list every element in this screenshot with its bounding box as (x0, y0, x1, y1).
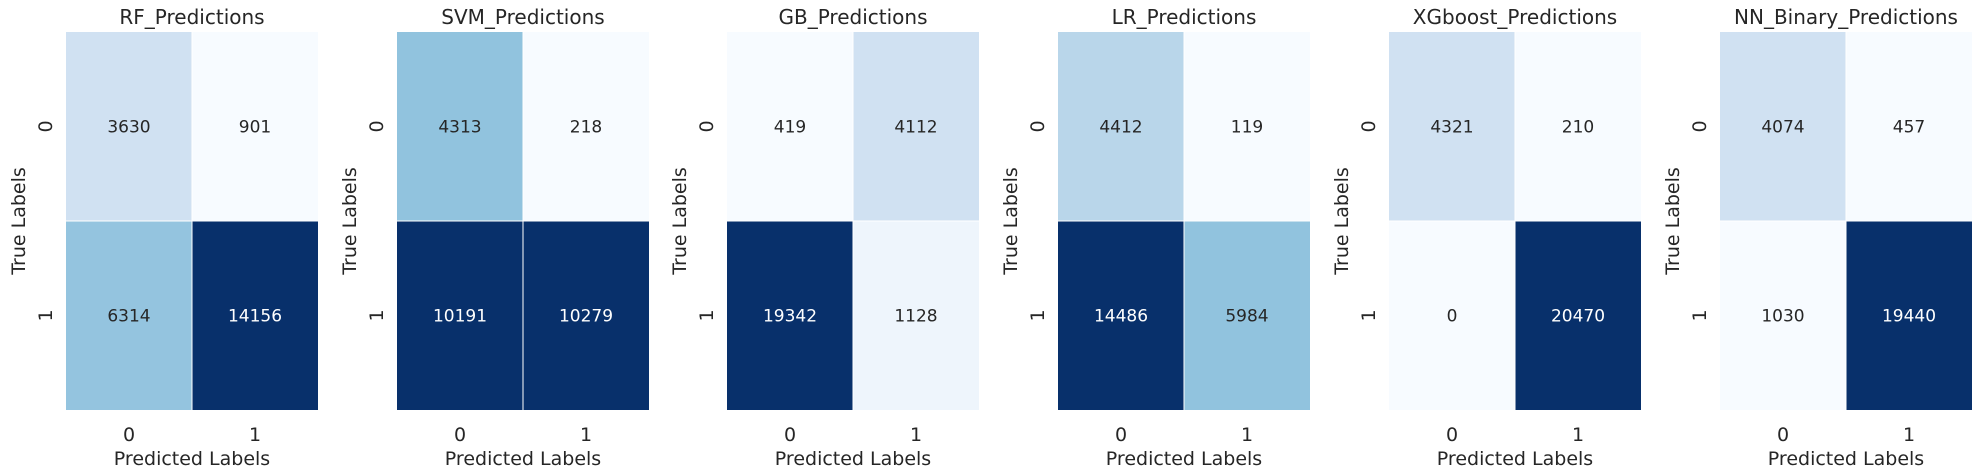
x-tick-label: 0 (784, 424, 796, 446)
x-tick-label: 0 (1446, 424, 1458, 446)
cell-value-label: 5984 (1225, 307, 1268, 327)
heatmap-cell (523, 221, 649, 410)
heatmap-cell (1184, 221, 1310, 410)
heatmap-cell (66, 32, 192, 221)
x-axis-label: Predicted Labels (445, 448, 601, 470)
cell-value-label: 119 (1231, 118, 1263, 138)
x-axis-label: Predicted Labels (775, 448, 931, 470)
y-axis-label: True Labels (1000, 167, 1022, 276)
cell-value-label: 14156 (228, 307, 282, 327)
heatmap-cell (1389, 221, 1515, 410)
x-tick-label: 0 (123, 424, 135, 446)
heatmap-cell (1515, 221, 1641, 410)
heatmap-cell (192, 32, 318, 221)
x-tick-label: 0 (1115, 424, 1127, 446)
cell-value-label: 10279 (559, 307, 613, 327)
cell-value-label: 3630 (107, 118, 150, 138)
heatmap-cell (727, 221, 853, 410)
chart-title: GB_Predictions (779, 5, 928, 29)
heatmap-cell (66, 221, 192, 410)
cell-value-label: 19342 (763, 307, 817, 327)
y-tick-label: 1 (1358, 309, 1380, 321)
chart-title: NN_Binary_Predictions (1734, 5, 1958, 29)
cell-value-label: 1030 (1761, 307, 1804, 327)
cell-value-label: 19440 (1882, 307, 1936, 327)
x-axis-label: Predicted Labels (1106, 448, 1262, 470)
y-tick-label: 1 (1027, 309, 1049, 321)
heatmap-cell (397, 221, 523, 410)
chart-title: XGboost_Predictions (1413, 5, 1617, 29)
heatmap-cell (192, 221, 318, 410)
heatmap-cell (853, 32, 979, 221)
cell-value-label: 457 (1893, 118, 1925, 138)
heatmap-cell (1720, 32, 1846, 221)
y-tick-label: 1 (1689, 309, 1711, 321)
y-tick-label: 1 (366, 309, 388, 321)
heatmap-cell (397, 32, 523, 221)
y-tick-label: 0 (1689, 120, 1711, 132)
cell-value-label: 4412 (1099, 118, 1142, 138)
chart-title: LR_Predictions (1112, 5, 1257, 29)
heatmap-cell (1184, 32, 1310, 221)
cell-value-label: 4321 (1430, 118, 1473, 138)
cell-value-label: 210 (1562, 118, 1594, 138)
x-axis-label: Predicted Labels (1768, 448, 1924, 470)
cell-value-label: 419 (774, 118, 806, 138)
cell-value-label: 4112 (894, 118, 937, 138)
x-axis-label: Predicted Labels (114, 448, 270, 470)
y-tick-label: 0 (35, 120, 57, 132)
x-tick-label: 1 (249, 424, 261, 446)
x-tick-label: 0 (1777, 424, 1789, 446)
y-tick-label: 1 (696, 309, 718, 321)
y-axis-label: True Labels (1331, 167, 1353, 276)
y-axis-label: True Labels (669, 167, 691, 276)
x-tick-label: 1 (1241, 424, 1253, 446)
heatmap-cell (1058, 221, 1184, 410)
cell-value-label: 218 (570, 118, 602, 138)
chart-title: RF_Predictions (119, 5, 264, 29)
cell-value-label: 20470 (1551, 307, 1605, 327)
x-tick-label: 1 (910, 424, 922, 446)
cell-value-label: 10191 (433, 307, 487, 327)
y-axis-label: True Labels (1662, 167, 1684, 276)
cell-value-label: 6314 (107, 307, 150, 327)
heatmap-cell (1058, 32, 1184, 221)
cell-value-label: 4313 (438, 118, 481, 138)
heatmap-cell (853, 221, 979, 410)
x-tick-label: 1 (1572, 424, 1584, 446)
chart-title: SVM_Predictions (441, 5, 604, 29)
heatmap-cell (1846, 32, 1972, 221)
y-tick-label: 0 (1027, 120, 1049, 132)
cell-value-label: 4074 (1761, 118, 1804, 138)
x-tick-label: 1 (580, 424, 592, 446)
heatmap-cell (1846, 221, 1972, 410)
cell-value-label: 1128 (894, 307, 937, 327)
cell-value-label: 0 (1447, 307, 1458, 327)
x-tick-label: 1 (1903, 424, 1915, 446)
heatmap-cell (1720, 221, 1846, 410)
y-axis-label: True Labels (8, 167, 30, 276)
heatmap-cell (1389, 32, 1515, 221)
heatmap-cell (523, 32, 649, 221)
y-tick-label: 1 (35, 309, 57, 321)
cell-value-label: 14486 (1094, 307, 1148, 327)
x-tick-label: 0 (454, 424, 466, 446)
y-tick-label: 0 (1358, 120, 1380, 132)
y-axis-label: True Labels (339, 167, 361, 276)
y-tick-label: 0 (366, 120, 388, 132)
heatmap-cell (1515, 32, 1641, 221)
cell-value-label: 901 (239, 118, 271, 138)
y-tick-label: 0 (696, 120, 718, 132)
heatmap-cell (727, 32, 853, 221)
x-axis-label: Predicted Labels (1437, 448, 1593, 470)
